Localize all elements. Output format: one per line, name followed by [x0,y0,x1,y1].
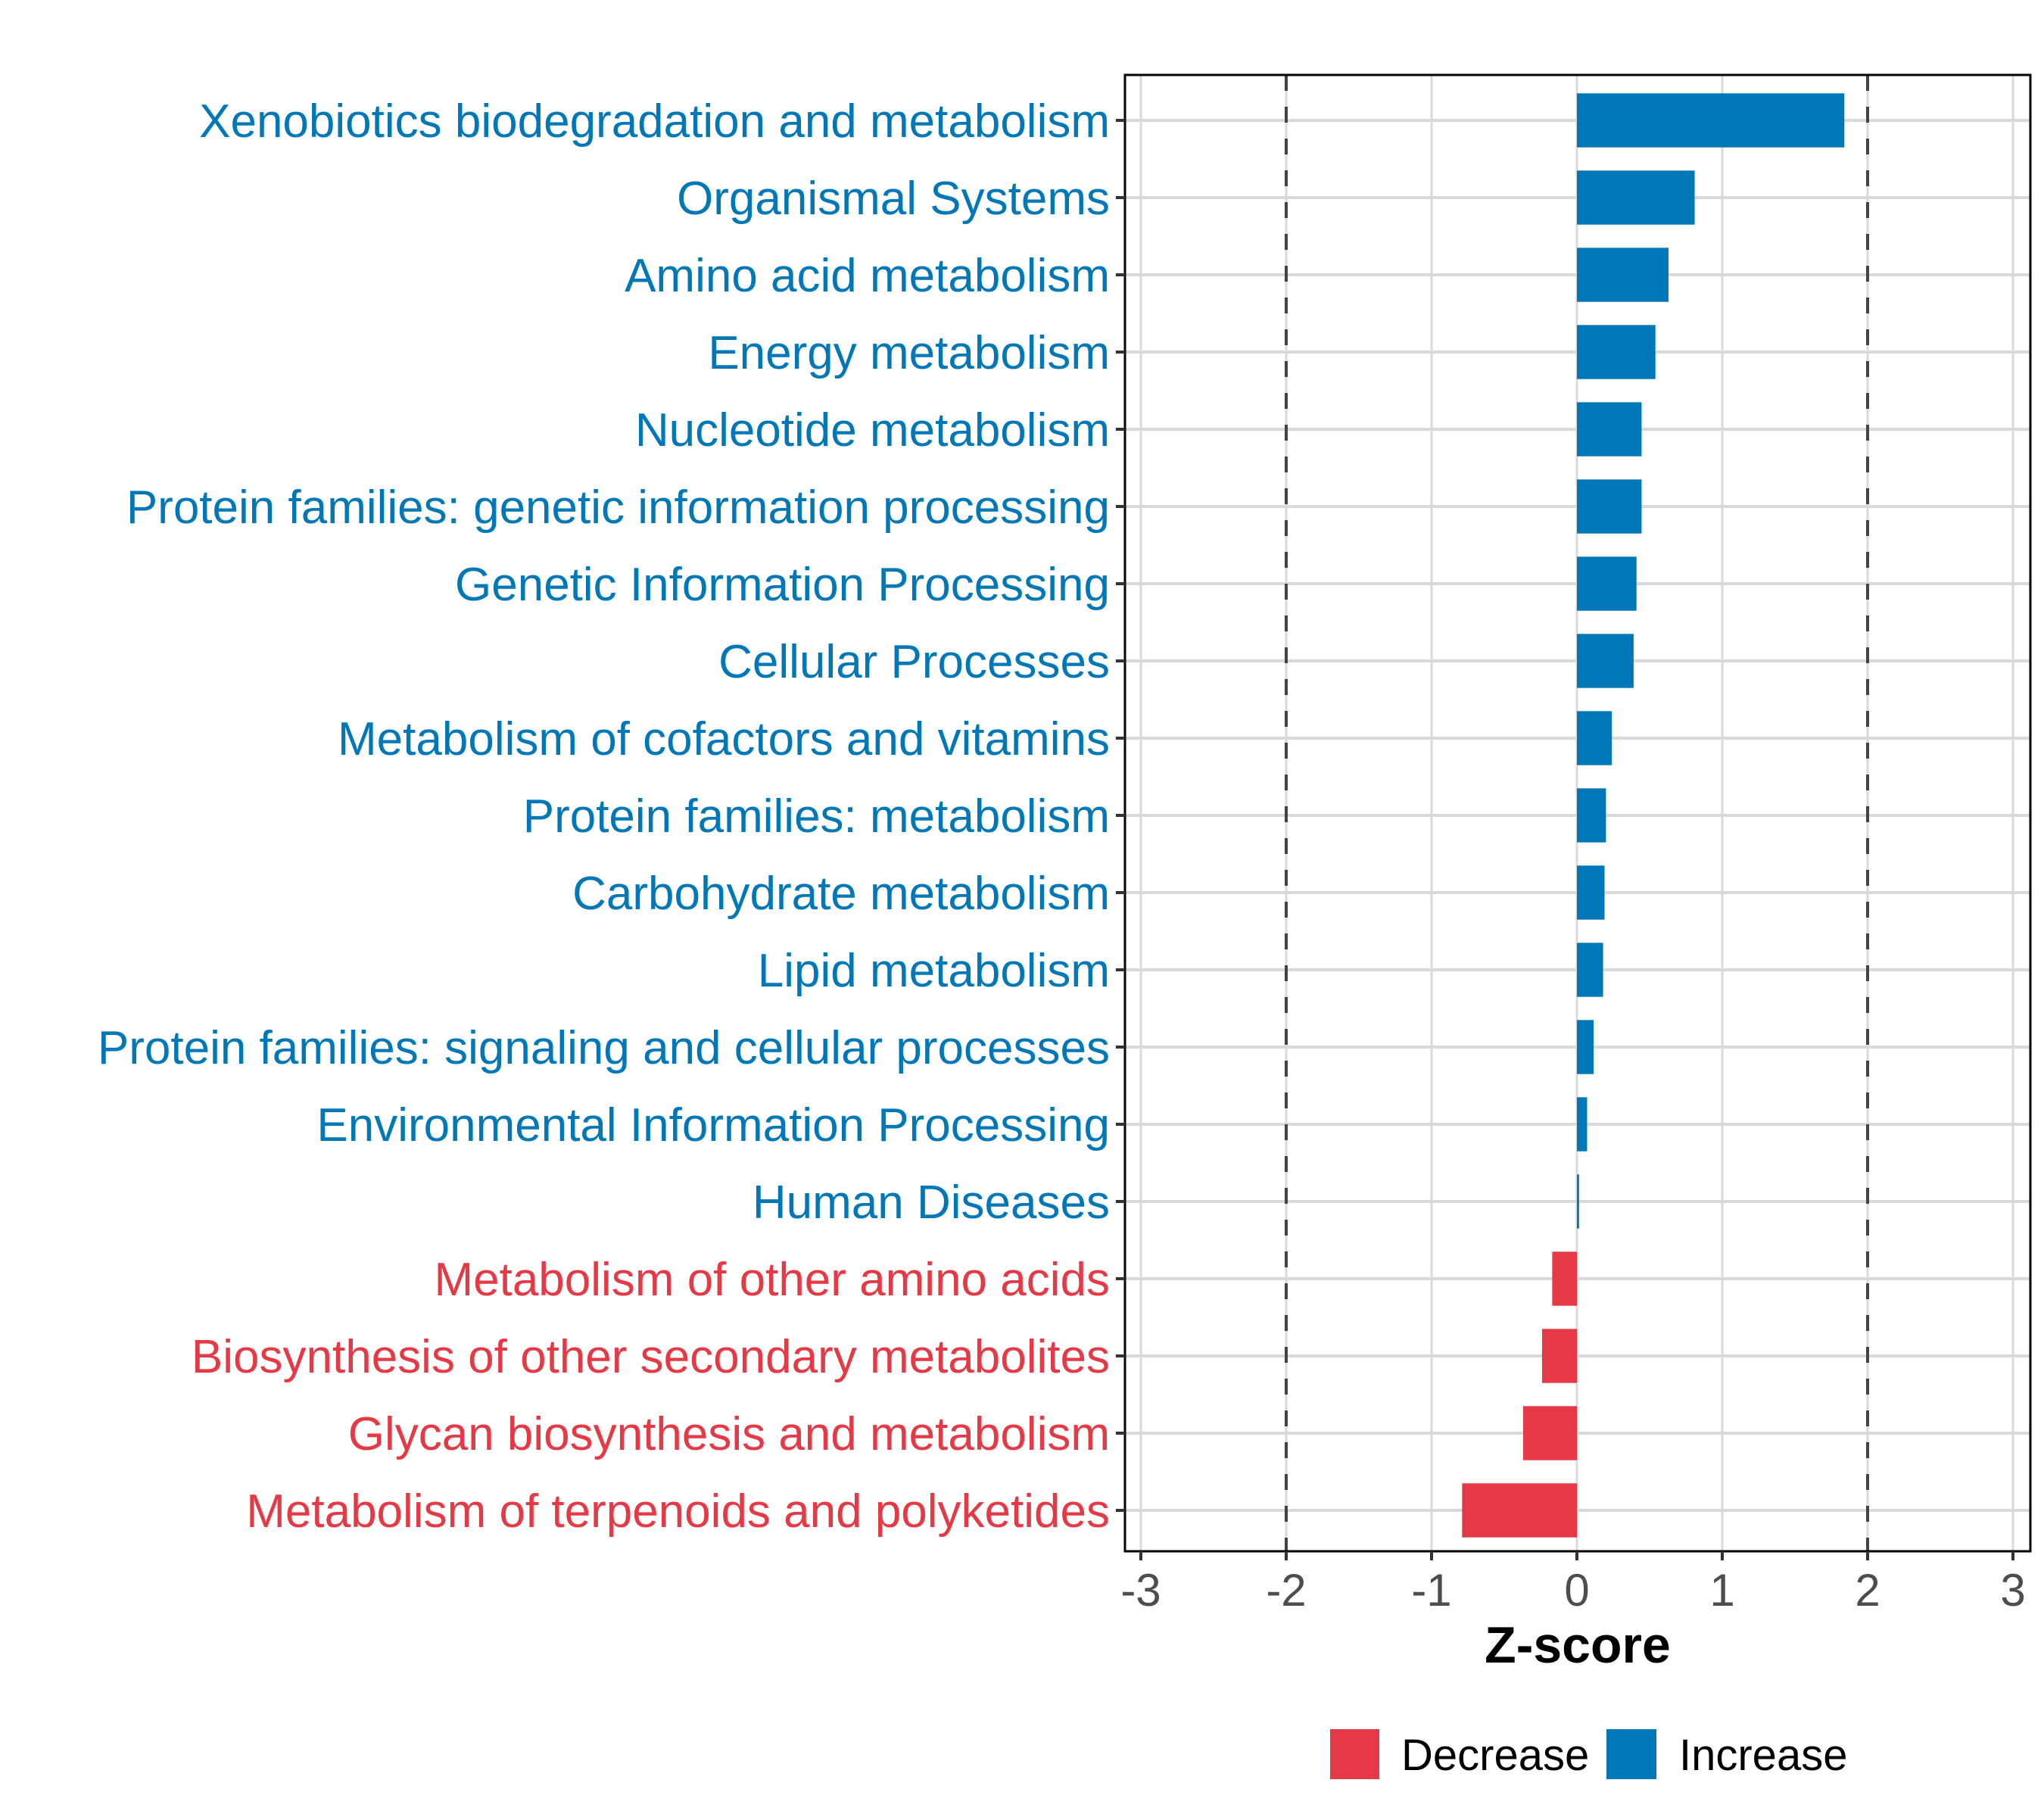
bar [1577,93,1845,148]
bar [1462,1483,1577,1538]
y-tick-label: Protein families: signaling and cellular… [98,1022,1110,1074]
y-tick-label: Organismal Systems [677,173,1110,225]
legend-key-decrease [1330,1729,1379,1779]
bar [1577,943,1603,997]
legend-label-decrease: Decrease [1401,1731,1589,1780]
bar [1522,1406,1577,1460]
bar [1577,711,1612,765]
y-tick-label: Environmental Information Processing [316,1099,1110,1152]
legend-label-increase: Increase [1679,1731,1847,1780]
x-tick-label: -1 [1411,1565,1451,1616]
y-tick-label: Metabolism of cofactors and vitamins [338,713,1110,765]
y-tick-label: Metabolism of terpenoids and polyketides [246,1485,1110,1538]
bar [1577,634,1634,688]
bar [1577,556,1637,611]
y-axis-ticks [1116,119,1125,1512]
x-axis-ticks [1139,1551,2014,1560]
bar [1577,479,1642,534]
y-tick-label: Carbohydrate metabolism [572,868,1110,920]
y-tick-label: Xenobiotics biodegradation and metabolis… [199,95,1110,148]
y-tick-label: Metabolism of other amino acids [434,1254,1110,1306]
y-tick-label: Energy metabolism [708,327,1110,379]
y-tick-label: Amino acid metabolism [625,250,1110,302]
bar [1552,1251,1577,1306]
x-tick-label: 3 [2000,1565,2025,1616]
legend: Decrease Increase [1330,1729,1847,1780]
reference-lines [1285,75,1869,1551]
bar [1577,325,1656,379]
y-tick-label: Protein families: genetic information pr… [126,482,1110,534]
x-tick-label: 2 [1855,1565,1880,1616]
bar [1577,865,1605,920]
y-tick-label: Biosynthesis of other secondary metaboli… [192,1331,1110,1383]
x-axis-title: Z-score [1485,1616,1671,1674]
bar [1577,788,1606,843]
x-tick-label: 0 [1564,1565,1589,1616]
y-tick-label: Cellular Processes [718,636,1110,688]
bar [1577,1174,1579,1229]
bar [1577,170,1695,225]
y-tick-label: Human Diseases [752,1177,1110,1229]
y-tick-label: Protein families: metabolism [523,790,1110,843]
bar [1541,1329,1577,1383]
y-tick-label: Nucleotide metabolism [635,404,1110,457]
bar [1577,402,1642,457]
x-tick-label: 1 [1709,1565,1734,1616]
y-tick-label: Lipid metabolism [758,945,1110,997]
bar [1577,1020,1594,1074]
y-tick-label: Genetic Information Processing [455,559,1110,611]
y-axis-labels: Xenobiotics biodegradation and metabolis… [98,95,1110,1538]
y-tick-label: Glycan biosynthesis and metabolism [348,1408,1110,1460]
x-tick-label: -2 [1266,1565,1306,1616]
legend-key-increase [1606,1729,1656,1779]
bars [1462,93,1845,1538]
bar [1577,248,1669,302]
x-tick-label: -3 [1120,1565,1161,1616]
x-axis-tick-labels: -3 -2 -1 0 1 2 3 [1120,1565,2025,1616]
bar [1577,1097,1588,1152]
